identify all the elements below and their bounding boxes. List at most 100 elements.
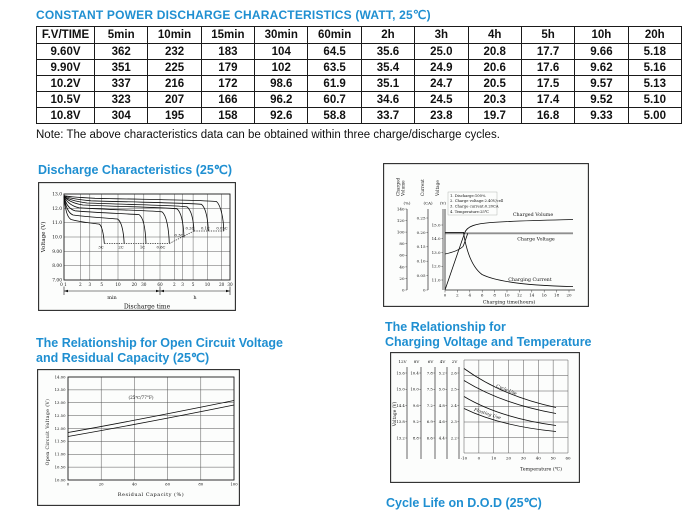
svg-text:1C: 1C — [140, 245, 145, 250]
svg-text:60: 60 — [565, 456, 571, 461]
value-cell: 24.9 — [414, 59, 469, 76]
svg-text:Charging Current: Charging Current — [508, 277, 551, 283]
value-cell: 17.5 — [520, 75, 576, 92]
svg-text:2. Charge voltage:2.40V/cell: 2. Charge voltage:2.40V/cell — [450, 199, 504, 203]
svg-text:0.1C: 0.1C — [201, 226, 210, 231]
value-cell: 64.5 — [307, 43, 362, 60]
charging-voltage-temperature-chart: 12V 8V 6V 4V 2V 15.6 15.0 14.4 13.8 13.2 10.4 10.0 9… — [390, 352, 580, 483]
discharge-curves — [63, 195, 225, 244]
svg-text:60: 60 — [157, 282, 163, 287]
svg-text:2.4: 2.4 — [451, 403, 458, 408]
svg-text:0: 0 — [67, 482, 70, 487]
temp-section-title-line2: Charging Voltage and Temperature — [385, 335, 592, 349]
column-header: 10h — [574, 26, 629, 44]
table-row: 9.90V 351 225 179 102 63.5 35.4 24.9 20.6 17.6 9.6… — [36, 59, 683, 76]
svg-text:7.5: 7.5 — [427, 387, 434, 392]
svg-text:0: 0 — [478, 456, 481, 461]
discharge-section-title-text: Discharge Characteristics (25℃) — [38, 163, 232, 177]
svg-text:Open Circuit Voltage (V): Open Circuit Voltage (V) — [44, 399, 51, 466]
value-cell: 323 — [93, 91, 149, 108]
charge-curves — [444, 219, 574, 291]
value-cell: 195 — [147, 107, 202, 124]
svg-text:Voltage (V): Voltage (V) — [393, 401, 398, 427]
value-cell: 92.6 — [254, 107, 309, 124]
svg-text:10: 10 — [205, 282, 211, 287]
svg-text:12.0: 12.0 — [432, 264, 441, 269]
value-cell: 96.2 — [254, 91, 309, 108]
row-label: 9.60V — [36, 43, 95, 60]
svg-text:10.0: 10.0 — [410, 387, 419, 392]
value-cell: 225 — [147, 59, 202, 76]
ocv-curves — [67, 400, 235, 437]
chart-frame — [37, 369, 240, 506]
svg-text:13.50: 13.50 — [55, 387, 66, 392]
svg-text:9.00: 9.00 — [52, 250, 62, 255]
svg-text:100: 100 — [230, 482, 238, 487]
value-cell: 5.18 — [627, 43, 683, 60]
svg-text:Residual Capacity (%): Residual Capacity (%) — [118, 491, 184, 498]
svg-text:1: 1 — [64, 282, 67, 287]
value-cell: 20.5 — [467, 75, 522, 92]
svg-text:30: 30 — [521, 456, 527, 461]
svg-text:140: 140 — [397, 206, 405, 211]
temp-bands — [463, 368, 557, 432]
svg-text:0: 0 — [60, 282, 63, 287]
row-label: 10.2V — [36, 75, 95, 92]
column-header: 5h — [520, 26, 576, 44]
value-cell: 104 — [254, 43, 309, 60]
svg-text:2C: 2C — [118, 245, 123, 250]
svg-text:14.4: 14.4 — [396, 403, 405, 408]
svg-text:0: 0 — [444, 293, 447, 298]
svg-text:Voltage: Voltage — [435, 180, 440, 197]
svg-text:10: 10 — [115, 282, 121, 287]
svg-text:2: 2 — [456, 293, 459, 298]
svg-text:15.0: 15.0 — [396, 387, 405, 392]
svg-text:2.3: 2.3 — [451, 419, 458, 424]
svg-text:0.25: 0.25 — [417, 215, 426, 220]
svg-text:9.6: 9.6 — [413, 403, 420, 408]
svg-text:4: 4 — [469, 293, 472, 298]
value-cell: 232 — [147, 43, 202, 60]
value-cell: 216 — [147, 75, 202, 92]
svg-text:30: 30 — [227, 282, 233, 287]
value-cell: 179 — [200, 59, 256, 76]
svg-text:15.0: 15.0 — [432, 222, 441, 227]
value-cell: 207 — [147, 91, 202, 108]
svg-text:0: 0 — [402, 287, 405, 292]
value-cell: 24.5 — [414, 91, 469, 108]
cycle-life-section-title: Cycle Life on D.O.D (25℃) — [386, 496, 542, 511]
value-cell: 20.8 — [467, 43, 522, 60]
discharge-section-title: Discharge Characteristics (25℃) — [38, 163, 232, 178]
svg-text:80: 80 — [399, 241, 405, 246]
svg-text:-10: -10 — [461, 456, 468, 461]
svg-text:Voltage (V): Voltage (V) — [40, 222, 47, 254]
value-cell: 351 — [93, 59, 149, 76]
svg-text:7.00: 7.00 — [52, 279, 62, 284]
value-cell: 98.6 — [254, 75, 309, 92]
svg-text:10.4: 10.4 — [410, 370, 419, 375]
svg-text:4V: 4V — [440, 359, 447, 364]
svg-text:7.2: 7.2 — [427, 403, 434, 408]
value-cell: 34.6 — [360, 91, 416, 108]
value-cell: 5.13 — [627, 75, 683, 92]
table-header-row: F.V/TIME 5min 10min 15min 30min 60min 2h 3h 4h 5h… — [36, 26, 683, 44]
value-cell: 35.6 — [360, 43, 416, 60]
ocv-grid — [67, 376, 235, 481]
column-header: 3h — [414, 26, 469, 44]
svg-text:11.50: 11.50 — [55, 439, 66, 444]
svg-text:0.05C: 0.05C — [216, 226, 227, 231]
svg-text:3C: 3C — [98, 245, 103, 250]
svg-text:2.6: 2.6 — [451, 370, 458, 375]
svg-text:2: 2 — [173, 282, 176, 287]
row-label: 10.8V — [36, 107, 95, 124]
svg-text:0.15: 0.15 — [417, 244, 426, 249]
svg-text:12: 12 — [517, 293, 523, 298]
value-cell: 304 — [93, 107, 149, 124]
table-row: 10.5V 323 207 166 96.2 60.7 34.6 24.5 20.3 17.4 9.… — [36, 91, 683, 108]
temp-section-title-line1: The Relationship for — [385, 320, 506, 334]
svg-text:20: 20 — [399, 276, 405, 281]
svg-text:2.2: 2.2 — [451, 435, 458, 440]
power-table: F.V/TIME 5min 10min 15min 30min 60min 2h 3h 4h 5h… — [36, 26, 683, 124]
column-header: 5min — [93, 26, 149, 44]
temp-section-title: The Relationship for Charging Voltage an… — [385, 320, 592, 350]
